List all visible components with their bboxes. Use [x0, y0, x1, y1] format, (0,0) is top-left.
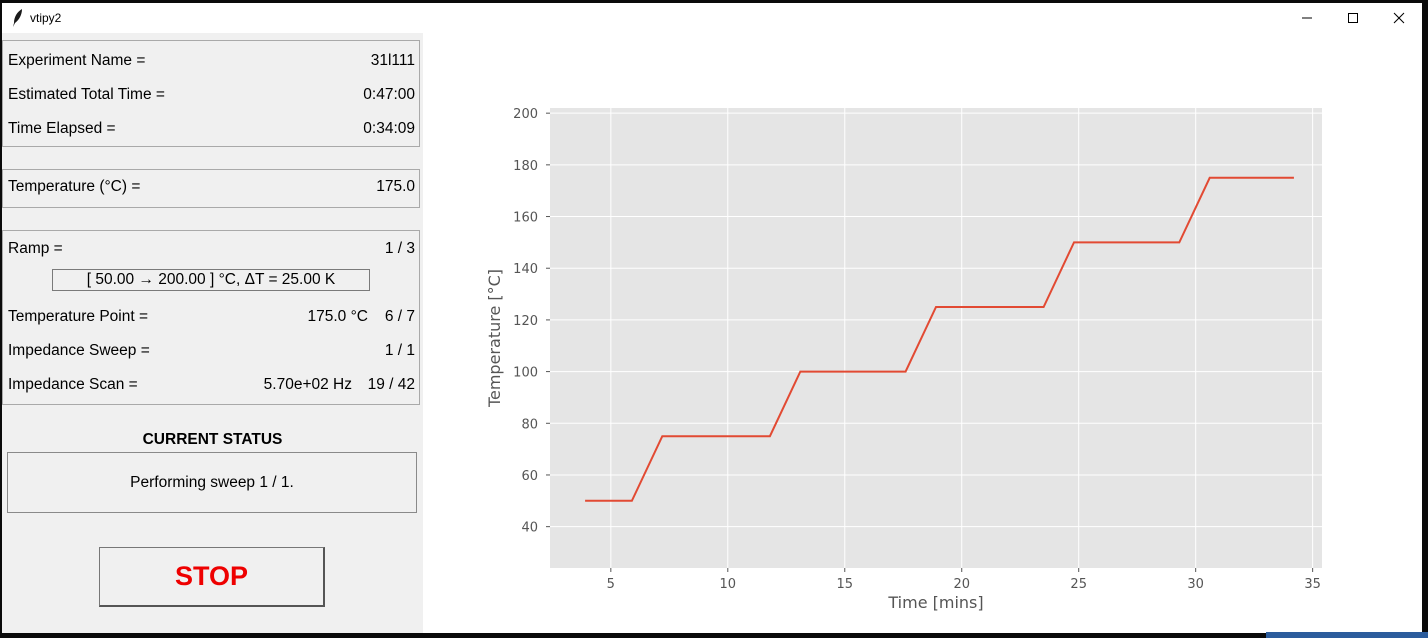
- impedance-sweep-label: Impedance Sweep =: [8, 342, 150, 359]
- experiment-info-group: Experiment Name = 31l111 Estimated Total…: [2, 40, 420, 147]
- temperature-point-label: Temperature Point =: [8, 308, 149, 325]
- title-bar[interactable]: vtipy2: [2, 3, 1422, 33]
- temperature-row: Temperature (°C) = 175.0: [8, 178, 415, 200]
- temperature-group: Temperature (°C) = 175.0: [2, 169, 420, 208]
- status-title: CURRENT STATUS: [142, 431, 283, 448]
- impedance-scan-frequency: 5.70e+02 Hz: [263, 376, 352, 393]
- total-time-label: Estimated Total Time =: [8, 86, 165, 103]
- x-tick-label: 30: [1187, 577, 1204, 592]
- app-window: vtipy2 Experiment Name = 31l111 Estimate…: [2, 3, 1422, 633]
- impedance-scan-row: Impedance Scan = 5.70e+02 Hz 19 / 42: [8, 376, 415, 398]
- temperature-point-row: Temperature Point = 175.0 °C 6 / 7: [8, 308, 415, 330]
- ramp-group: Ramp = 1 / 3 [ 50.00 → 200.00 ] °C, ΔT =…: [2, 230, 420, 405]
- y-tick-label: 160: [513, 211, 538, 226]
- x-tick-label: 35: [1304, 577, 1321, 592]
- minimize-icon: [1302, 17, 1312, 19]
- y-tick-label: 100: [513, 366, 538, 381]
- total-time-row: Estimated Total Time = 0:47:00: [8, 86, 415, 108]
- ramp-range-display: [ 50.00 → 200.00 ] °C, ΔT = 25.00 K: [52, 269, 370, 291]
- experiment-name-label: Experiment Name =: [8, 52, 146, 69]
- x-tick-label: 5: [607, 577, 615, 592]
- ramp-value: 1 / 3: [384, 240, 415, 257]
- y-tick-label: 140: [513, 262, 538, 277]
- temperature-label: Temperature (°C) =: [8, 178, 141, 195]
- total-time-value: 0:47:00: [363, 86, 415, 103]
- y-tick-label: 120: [513, 314, 538, 329]
- background-window-edge: [1266, 632, 1428, 638]
- impedance-sweep-row: Impedance Sweep = 1 / 1: [8, 342, 415, 364]
- close-icon: [1393, 12, 1405, 24]
- feather-icon: [13, 9, 22, 27]
- temperature-point-count: 6 / 7: [384, 308, 415, 325]
- x-tick-label: 25: [1070, 577, 1087, 592]
- stop-button[interactable]: STOP: [99, 547, 325, 607]
- impedance-sweep-value: 1 / 1: [384, 342, 415, 359]
- y-tick-label: 60: [521, 469, 538, 484]
- elapsed-time-value: 0:34:09: [363, 120, 415, 137]
- impedance-scan-count: 19 / 42: [367, 376, 415, 393]
- temperature-chart: 5 10 15 20 25 30 35 40 60 80 100 120 140 160 180 200 Tim…: [485, 107, 1322, 612]
- y-axis-label: Temperature [°C]: [485, 269, 504, 408]
- experiment-name-row: Experiment Name = 31l111: [8, 52, 415, 74]
- temperature-series-line: [585, 176, 1294, 502]
- maximize-button[interactable]: [1330, 3, 1376, 33]
- window-title: vtipy2: [30, 11, 62, 25]
- y-tick-label: 180: [513, 159, 538, 174]
- y-tick-label: 80: [521, 417, 538, 432]
- impedance-scan-label: Impedance Scan =: [8, 376, 138, 393]
- x-tick-label: 15: [836, 577, 853, 592]
- y-tick-label: 200: [513, 107, 538, 122]
- ramp-label: Ramp =: [8, 240, 63, 257]
- x-tick-label: 20: [953, 577, 970, 592]
- experiment-name-value: 31l111: [370, 52, 415, 69]
- temperature-value: 175.0: [376, 178, 415, 195]
- ramp-row: Ramp = 1 / 3: [8, 240, 415, 262]
- elapsed-time-label: Time Elapsed =: [8, 120, 116, 137]
- temperature-point-temp: 175.0 °C: [307, 308, 369, 325]
- maximize-icon: [1348, 13, 1358, 23]
- temperature-plot: 5 10 15 20 25 30 35 40 60 80 100 120 140 160 180 200 Tim…: [423, 33, 1422, 633]
- status-message: Performing sweep 1 / 1.: [7, 452, 417, 513]
- left-panel: Experiment Name = 31l111 Estimated Total…: [2, 33, 423, 633]
- x-axis-label: Time [mins]: [887, 593, 983, 612]
- plot-area: [550, 108, 1322, 568]
- close-button[interactable]: [1376, 3, 1422, 33]
- y-tick-label: 40: [521, 521, 538, 536]
- x-tick-label: 10: [720, 577, 737, 592]
- elapsed-time-row: Time Elapsed = 0:34:09: [8, 120, 415, 142]
- minimize-button[interactable]: [1284, 3, 1330, 33]
